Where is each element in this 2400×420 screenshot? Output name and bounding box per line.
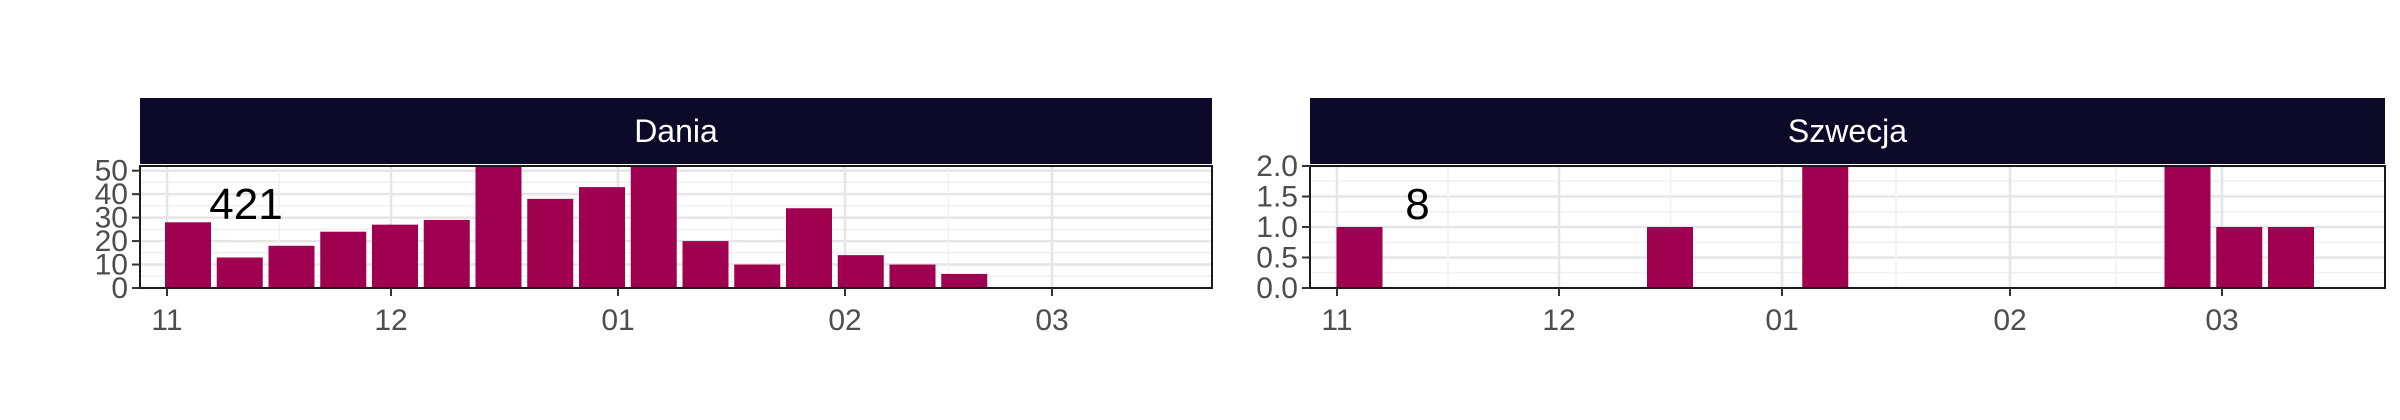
bar xyxy=(2216,227,2263,288)
bar xyxy=(1647,227,1693,288)
y-tick-label: 30 xyxy=(95,202,128,235)
strip-background xyxy=(140,98,1212,164)
y-tick-label: 0.0 xyxy=(1256,272,1298,305)
bars xyxy=(1336,166,2314,288)
bar xyxy=(889,264,936,288)
bar xyxy=(268,245,315,288)
total-label: 8 xyxy=(1405,180,1429,229)
bar xyxy=(682,241,729,288)
bar xyxy=(475,166,522,288)
x-tick-label: 02 xyxy=(1993,304,2026,337)
x-tick-label: 03 xyxy=(2205,304,2238,337)
y-tick-label: 2.0 xyxy=(1256,150,1298,183)
x-tick-label: 01 xyxy=(1765,304,1798,337)
y-tick-label: 1.0 xyxy=(1256,211,1298,244)
y-tick-label: 20 xyxy=(95,225,128,258)
x-tick-label: 03 xyxy=(1035,304,1068,337)
y-tick-label: 10 xyxy=(95,249,128,282)
y-tick-label: 40 xyxy=(95,178,128,211)
bar xyxy=(1802,166,1849,288)
x-tick-label: 11 xyxy=(1321,304,1352,337)
bar xyxy=(786,208,832,288)
y-tick-label: 1.5 xyxy=(1256,181,1298,214)
bar xyxy=(372,224,418,288)
bar xyxy=(2268,227,2314,288)
y-tick-label: 50 xyxy=(95,155,128,188)
x-tick-label: 01 xyxy=(601,304,634,337)
bar xyxy=(734,264,781,288)
panel-szwecja: Szwecja 0.00.51.01.52.0 11 12 01 02 03 8 xyxy=(1256,98,2386,337)
bar xyxy=(2164,166,2211,288)
bar xyxy=(837,255,884,288)
bar xyxy=(579,187,625,288)
bars xyxy=(165,166,988,288)
bar xyxy=(423,219,470,288)
strip-background xyxy=(1310,98,2385,164)
y-tick-label: 0 xyxy=(111,272,128,305)
strip-label: Dania xyxy=(634,113,718,149)
strip-label: Szwecja xyxy=(1788,113,1907,149)
panel-border xyxy=(139,165,1213,289)
bar xyxy=(527,198,574,288)
total-label: 421 xyxy=(209,180,282,229)
x-tick-label: 11 xyxy=(151,304,182,337)
x-tick-label: 12 xyxy=(1542,304,1575,337)
bar xyxy=(320,231,367,288)
bar xyxy=(941,273,988,288)
bar xyxy=(1336,227,1383,288)
bar xyxy=(165,222,211,288)
y-tick-label: 0.5 xyxy=(1256,242,1298,275)
x-tick-label: 02 xyxy=(828,304,861,337)
x-tick-label: 12 xyxy=(374,304,407,337)
bar xyxy=(216,257,263,288)
bar xyxy=(630,166,677,288)
